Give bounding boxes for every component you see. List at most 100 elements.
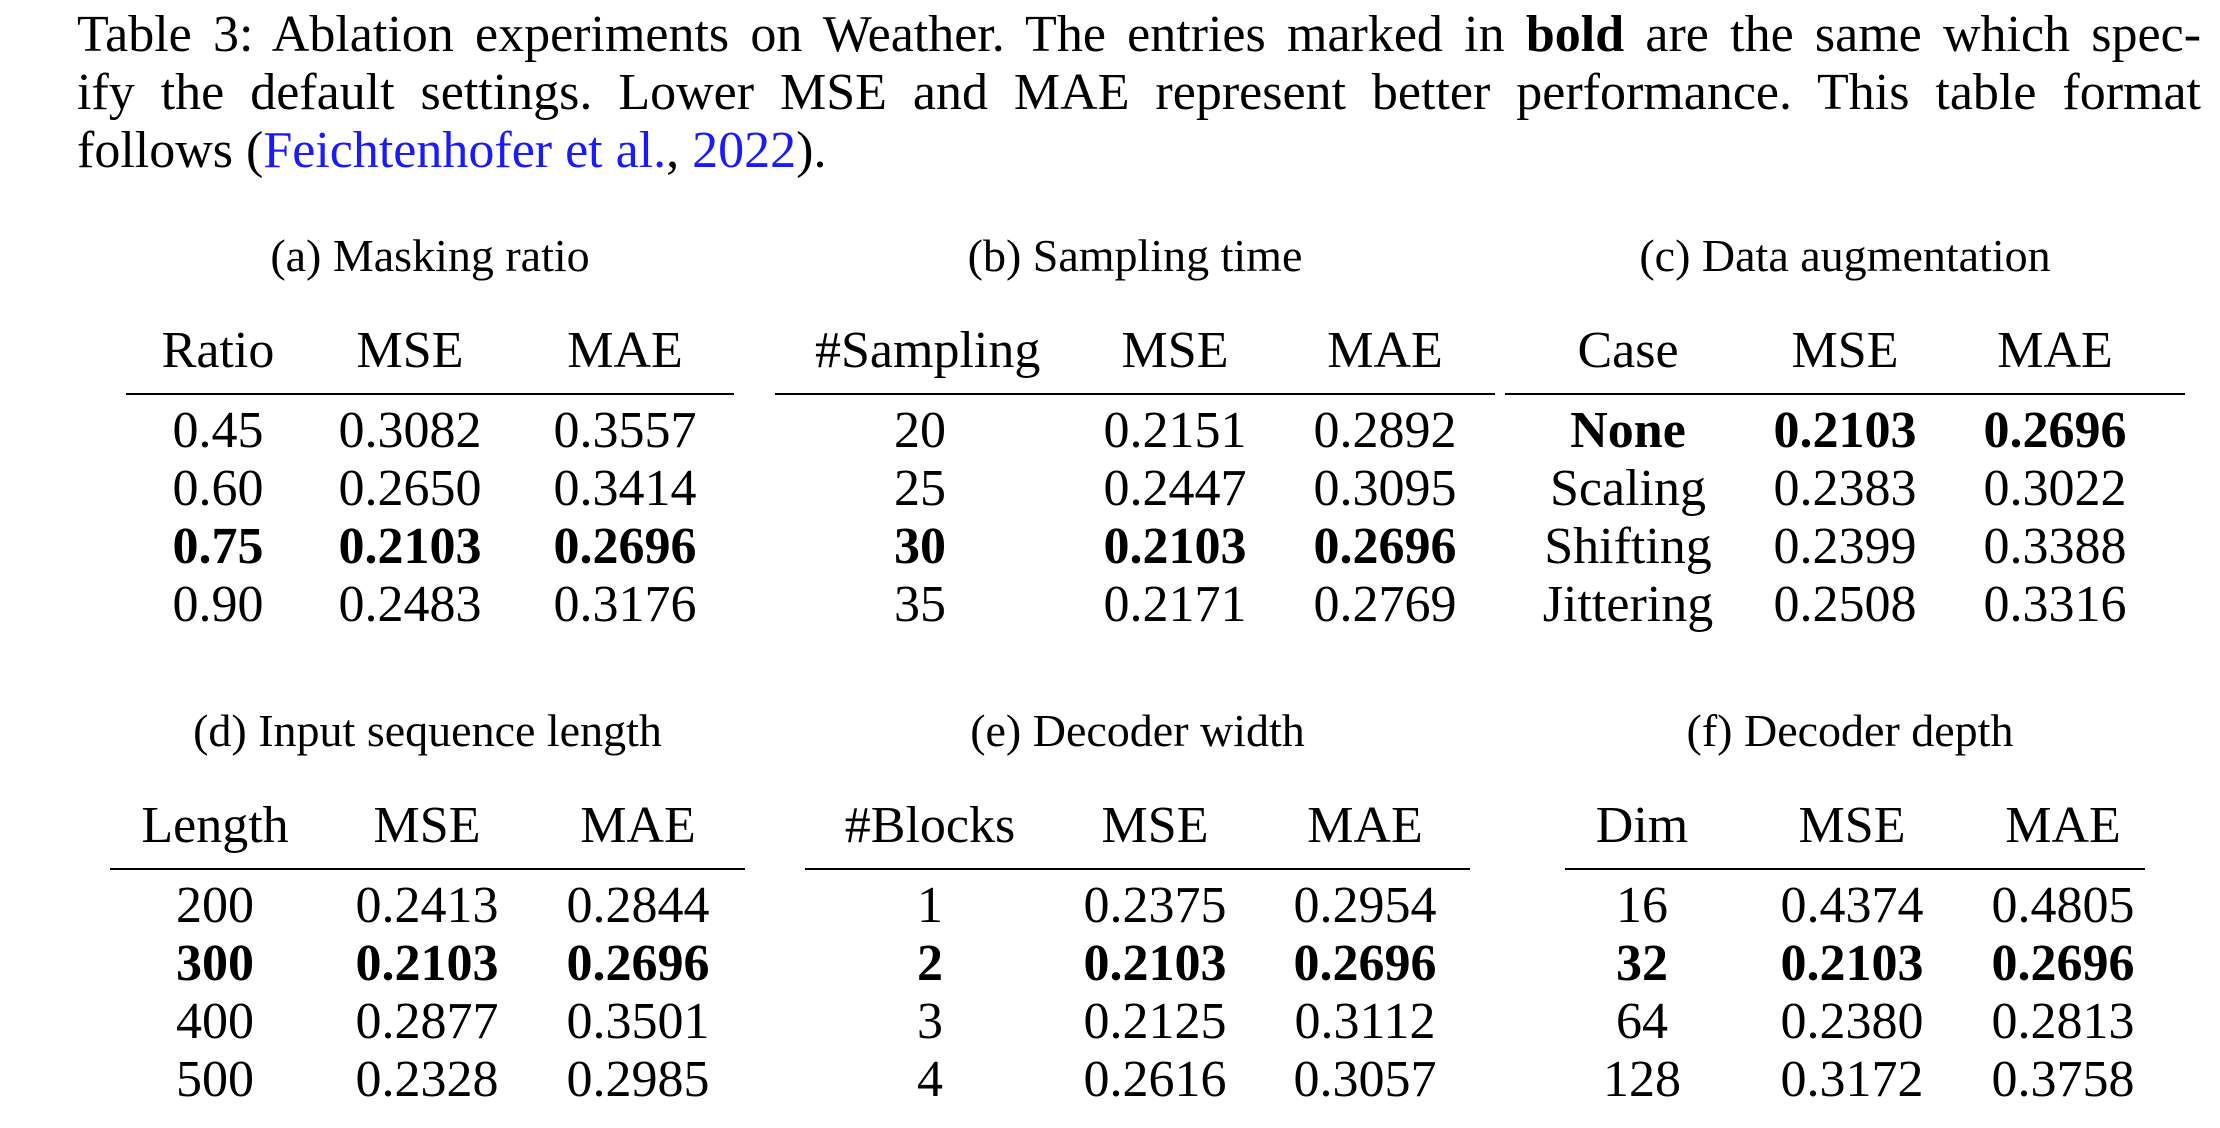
table-cell: 0.2151 (1103, 402, 1247, 459)
subtable: (e) Decoder width #Blocks MSE MAE 1 0.2375 0.2… (805, 705, 1470, 1109)
column-header: #Blocks (844, 797, 1016, 854)
column-header: MSE (1101, 797, 1209, 854)
table-cell: 4 (917, 1051, 943, 1108)
column-header: #Sampling (815, 322, 1041, 379)
subtable: (a) Masking ratio Ratio MSE MAE 0.45 0.3082 0.… (120, 230, 740, 634)
table-cell: 500 (176, 1051, 254, 1108)
table-cell: 32 (1616, 935, 1668, 992)
table-cell: 0.4374 (1780, 877, 1924, 934)
table-cell: 0.2508 (1773, 576, 1917, 633)
table-cell: 128 (1603, 1051, 1681, 1108)
table-cell: 0.75 (172, 518, 264, 575)
table-cell: 0.2103 (338, 518, 482, 575)
table-cell: 0.2103 (1103, 518, 1247, 575)
table-cell: 0.2383 (1773, 460, 1917, 517)
table-cell: 3 (917, 993, 943, 1050)
header-rule (805, 868, 1470, 870)
table-cell: 0.2954 (1293, 877, 1437, 934)
column-header: MAE (1997, 322, 2113, 379)
table-cell: 0.2413 (355, 877, 499, 934)
table-cell: 0.2892 (1313, 402, 1457, 459)
subtable-title: (e) Decoder width (970, 705, 1305, 756)
column-header: Case (1577, 322, 1679, 379)
table-cell: 0.90 (172, 576, 264, 633)
table-cell: 200 (176, 877, 254, 934)
table-cell: Jittering (1542, 576, 1714, 633)
column-header: MAE (580, 797, 696, 854)
table-cell: 16 (1616, 877, 1668, 934)
column-header: Dim (1595, 797, 1689, 854)
citation-link-year[interactable]: 2022 (692, 122, 797, 179)
table-cell: 0.3172 (1780, 1051, 1924, 1108)
table-cell: 0.2103 (1083, 935, 1227, 992)
subtable-title: (d) Input sequence length (193, 705, 662, 756)
column-header: MSE (1791, 322, 1899, 379)
table-cell: 0.2103 (1780, 935, 1924, 992)
table-cell: 0.2103 (355, 935, 499, 992)
citation-link-author[interactable]: Feichtenhofer et al. (263, 122, 667, 179)
column-header: MAE (567, 322, 683, 379)
table-cell: 0.3082 (338, 402, 482, 459)
table-cell: 0.2447 (1103, 460, 1247, 517)
table-cell: 0.2877 (355, 993, 499, 1050)
table-cell: 400 (176, 993, 254, 1050)
column-header: MAE (2005, 797, 2121, 854)
header-rule (126, 393, 734, 395)
table-cell: 0.3501 (566, 993, 710, 1050)
table-cell: 0.45 (172, 402, 264, 459)
table-cell: 300 (176, 935, 254, 992)
header-rule (775, 393, 1495, 395)
table-cell: 0.2813 (1991, 993, 2135, 1050)
column-header: MSE (1798, 797, 1906, 854)
table-cell: 0.2483 (338, 576, 482, 633)
table-cell: 0.2328 (355, 1051, 499, 1108)
column-header: Ratio (161, 322, 275, 379)
table-cell: 64 (1616, 993, 1668, 1050)
table-cell: 0.2125 (1083, 993, 1227, 1050)
citation-separator: , (666, 122, 693, 179)
table-cell: 0.2696 (1983, 402, 2127, 459)
subtable: (d) Input sequence length Length MSE MAE 200… (105, 705, 750, 1109)
caption-line-1: Table 3: Ablation experiments on Weather… (77, 6, 2201, 64)
table-cell: 0.2696 (1293, 935, 1437, 992)
caption-line-3-start: follows ( (77, 122, 264, 179)
subtable-title: (b) Sampling time (967, 230, 1303, 281)
caption-line-3-end: ). (796, 122, 827, 179)
table-cell: 0.2171 (1103, 576, 1247, 633)
table-cell: 25 (894, 460, 946, 517)
table-cell: 0.2380 (1780, 993, 1924, 1050)
table-cell: 0.3022 (1983, 460, 2127, 517)
table-cell: 0.4805 (1991, 877, 2135, 934)
table-cell: 20 (894, 402, 946, 459)
column-header: MAE (1327, 322, 1443, 379)
subtable-title: (a) Masking ratio (270, 230, 590, 281)
header-rule (1565, 868, 2145, 870)
table-cell: 0.2399 (1773, 518, 1917, 575)
header-rule (1505, 393, 2185, 395)
table-cell: Scaling (1550, 460, 1706, 517)
table-cell: 0.3414 (553, 460, 697, 517)
table-cell: 0.3758 (1991, 1051, 2135, 1108)
column-header: MSE (356, 322, 464, 379)
table-cell: 2 (917, 935, 943, 992)
table-cell: Shifting (1544, 518, 1712, 575)
table-cell: None (1570, 402, 1686, 459)
caption-line-2: ify the default settings. Lower MSE and … (77, 64, 2201, 121)
subtable-title: (f) Decoder depth (1686, 705, 2014, 756)
table-cell: 0.60 (172, 460, 264, 517)
subtable: (b) Sampling time #Sampling MSE MAE 20 0.2151… (775, 230, 1495, 634)
caption-line-1-start: Table 3: Ablation experiments on Weather… (77, 6, 1526, 63)
table-cell: 0.3112 (1294, 993, 1436, 1050)
caption-bold-word: bold (1525, 6, 1625, 63)
table-cell: 0.2696 (1991, 935, 2135, 992)
table-cell: 0.2696 (553, 518, 697, 575)
table-cell: 0.3557 (553, 402, 697, 459)
table-cell: 0.2616 (1083, 1051, 1227, 1108)
table-cell: 0.2650 (338, 460, 482, 517)
table-cell: 0.2769 (1313, 576, 1457, 633)
table-cell: 1 (917, 877, 943, 934)
table-cell: 0.3095 (1313, 460, 1457, 517)
column-header: MSE (1121, 322, 1229, 379)
header-rule (110, 868, 745, 870)
table-cell: 0.3176 (553, 576, 697, 633)
